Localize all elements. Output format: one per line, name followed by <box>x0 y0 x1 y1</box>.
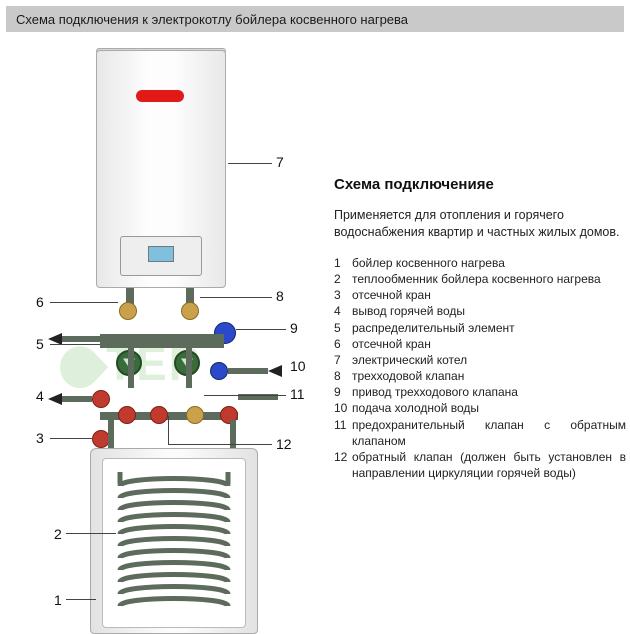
callout-4: 4 <box>36 388 44 404</box>
legend-num: 5 <box>334 320 352 336</box>
legend-label: предохранительный клапан с обратным клап… <box>352 417 626 449</box>
brand-badge <box>136 90 184 102</box>
pipe-hot-out <box>62 396 92 402</box>
callout-5: 5 <box>36 336 44 352</box>
legend-row: 11предохранительный клапан с обратным кл… <box>334 417 626 449</box>
legend-label: электрический котел <box>352 352 467 368</box>
pipe-drop-left <box>128 348 134 388</box>
arrow-cold-in-10 <box>268 365 282 377</box>
leader-1 <box>66 599 96 600</box>
header-bar: Схема подключения к электрокотлу бойлера… <box>6 6 624 32</box>
leader-3 <box>50 438 92 439</box>
callout-3: 3 <box>36 430 44 446</box>
leader-11 <box>204 395 286 396</box>
leader-9 <box>236 329 286 330</box>
legend-row: 12обратный клапан (должен быть установле… <box>334 449 626 481</box>
legend-num: 9 <box>334 384 352 400</box>
legend-row: 10подача холодной воды <box>334 400 626 416</box>
legend-label: привод трехходового клапана <box>352 384 518 400</box>
legend-label: вывод горячей воды <box>352 303 465 319</box>
legend-row: 3отсечной кран <box>334 287 626 303</box>
leader-5 <box>50 344 100 345</box>
leader-12 <box>168 444 272 445</box>
text-description: Применяется для отопления и горячего вод… <box>334 207 626 241</box>
arrow-hot-out-4 <box>48 393 62 405</box>
cold-valve-10 <box>210 362 228 380</box>
leader-8 <box>200 297 272 298</box>
legend-row: 5распределительный элемент <box>334 320 626 336</box>
legend-label: отсечной кран <box>352 287 431 303</box>
heat-exchanger-coil-2 <box>112 468 236 618</box>
leader-12v <box>168 416 169 444</box>
legend-num: 1 <box>334 255 352 271</box>
legend-row: 2теплообменник бойлера косвенного нагрев… <box>334 271 626 287</box>
legend-label: трехходовой клапан <box>352 368 464 384</box>
isolating-valve-6 <box>119 302 137 320</box>
control-screen <box>148 246 174 262</box>
three-way-valve-8 <box>181 302 199 320</box>
legend-num: 4 <box>334 303 352 319</box>
callout-7: 7 <box>276 154 284 170</box>
callout-2: 2 <box>54 526 62 542</box>
isolating-valve-hot <box>92 390 110 408</box>
pipe-to-tank-right <box>230 420 236 450</box>
leader-6 <box>50 302 118 303</box>
legend-num: 11 <box>334 417 352 433</box>
legend-label: теплообменник бойлера косвенного нагрева <box>352 271 601 287</box>
legend-num: 6 <box>334 336 352 352</box>
legend-num: 10 <box>334 400 352 416</box>
text-title: Схема подключенияе <box>334 176 626 193</box>
diagram-area: TEP <box>0 36 330 612</box>
legend-row: 4вывод горячей воды <box>334 303 626 319</box>
callout-6: 6 <box>36 294 44 310</box>
callout-1: 1 <box>54 592 62 608</box>
callout-12: 12 <box>276 436 292 452</box>
safety-valve-11 <box>186 406 204 424</box>
manifold-5 <box>100 334 224 348</box>
callout-10: 10 <box>290 358 306 374</box>
legend-label: подача холодной воды <box>352 400 479 416</box>
callout-9: 9 <box>290 320 298 336</box>
legend-row: 8трехходовой клапан <box>334 368 626 384</box>
callout-8: 8 <box>276 288 284 304</box>
text-panel: Схема подключенияе Применяется для отопл… <box>334 36 626 612</box>
leader-2 <box>66 533 116 534</box>
leader-7 <box>228 163 272 164</box>
header-title: Схема подключения к электрокотлу бойлера… <box>16 12 408 27</box>
legend-num: 2 <box>334 271 352 287</box>
legend-num: 7 <box>334 352 352 368</box>
legend-num: 3 <box>334 287 352 303</box>
check-valve-12a <box>118 406 136 424</box>
legend-row: 9привод трехходового клапана <box>334 384 626 400</box>
legend-label: бойлер косвенного нагрева <box>352 255 505 271</box>
check-valve-12b <box>150 406 168 424</box>
callout-11: 11 <box>290 386 305 402</box>
pipe-out-5 <box>62 336 100 342</box>
legend-label: обратный клапан (должен быть установлен … <box>352 449 626 481</box>
pipe-drop-right <box>186 348 192 388</box>
legend-list: 1бойлер косвенного нагрева 2теплообменни… <box>334 255 626 482</box>
legend-row: 7электрический котел <box>334 352 626 368</box>
pipe-to-tank-left <box>108 420 114 450</box>
legend-row: 1бойлер косвенного нагрева <box>334 255 626 271</box>
legend-row: 6отсечной кран <box>334 336 626 352</box>
pipe-cold-in <box>228 368 268 374</box>
legend-label: распределительный элемент <box>352 320 515 336</box>
legend-num: 8 <box>334 368 352 384</box>
legend-label: отсечной кран <box>352 336 431 352</box>
legend-num: 12 <box>334 449 352 465</box>
